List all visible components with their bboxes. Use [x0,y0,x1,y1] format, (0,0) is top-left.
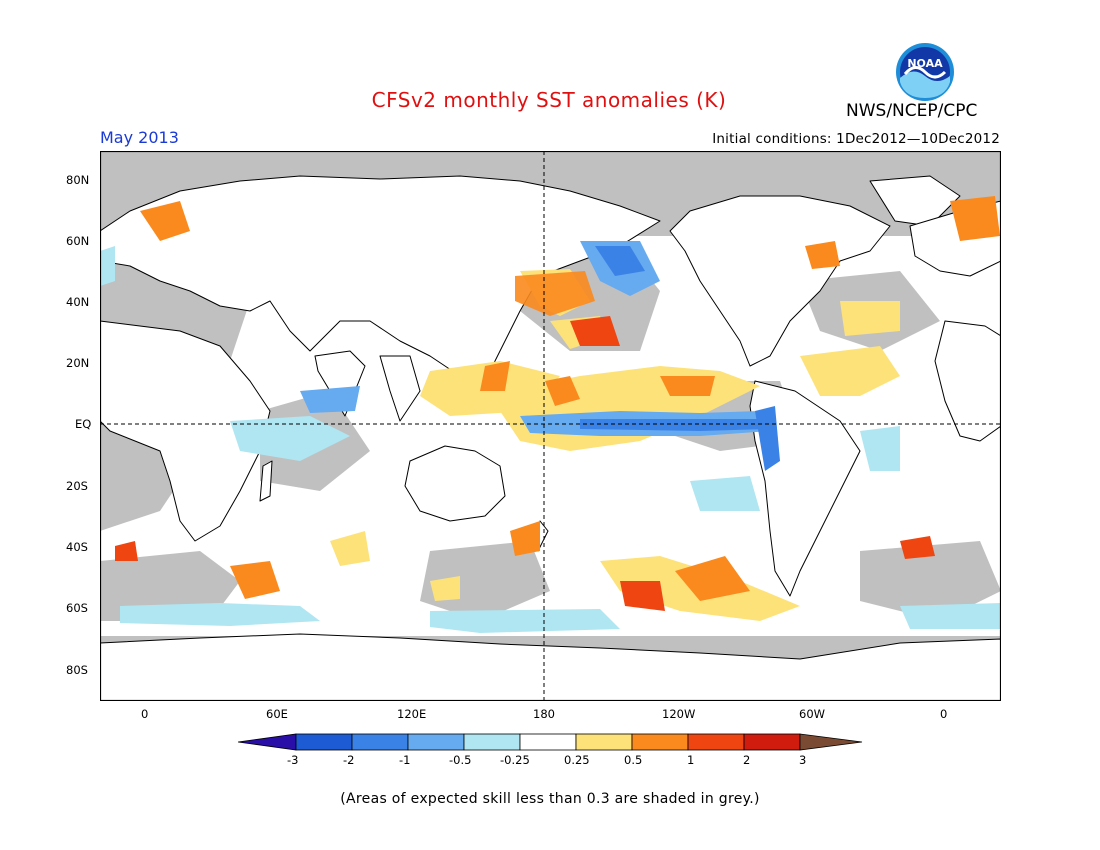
lon-label-180: 180 [533,707,555,721]
noaa-logo-text: NOAA [907,57,943,70]
colorbar-bin [407,733,465,751]
continents [100,175,1001,701]
colorbar-bin [351,733,409,751]
colorbar-upper-arrow [799,733,863,751]
forecast-month: May 2013 [100,128,179,147]
lat-label-20n: 20N [66,356,90,370]
colorbar-bin [295,733,353,751]
colorbar-bin [519,733,577,751]
colorbar-label: 0.25 [564,753,590,767]
lat-label-20s: 20S [66,479,88,493]
colorbar-label: -0.25 [500,753,530,767]
colorbar-bin [743,733,801,751]
skill-note: (Areas of expected skill less than 0.3 a… [340,791,760,807]
lat-label-40s: 40S [66,540,88,554]
colorbar [238,733,863,751]
colorbar-label: -2 [343,753,355,767]
colorbar-label: 0.5 [624,753,643,767]
lat-label-40n: 40N [66,295,90,309]
lon-label-120e: 120E [397,707,427,721]
colorbar-bin [687,733,745,751]
colorbar-label: -0.5 [449,753,472,767]
sst-anomaly-map [100,151,1001,701]
colorbar-label: -1 [399,753,411,767]
agency-label: NWS/NCEP/CPC [846,101,978,121]
colorbar-label: 1 [687,753,695,767]
positive-anomalies [115,196,1000,621]
negative-anomalies [100,241,1001,633]
lon-label-60e: 60E [266,707,288,721]
lat-label-80s: 80S [66,663,88,677]
lat-label-80n: 80N [66,173,90,187]
colorbar-bin [575,733,633,751]
colorbar-bin [463,733,521,751]
lon-label-0: 0 [141,707,149,721]
colorbar-label: 2 [743,753,751,767]
colorbar-bin [631,733,689,751]
lat-label-60n: 60N [66,234,90,248]
initial-conditions: Initial conditions: 1Dec2012—10Dec2012 [712,131,1000,147]
lon-label-120w: 120W [662,707,696,721]
lon-label-0-right: 0 [940,707,948,721]
lat-label-60s: 60S [66,601,88,615]
lat-label-eq: EQ [75,417,92,431]
colorbar-label: -3 [287,753,299,767]
colorbar-label: 3 [799,753,807,767]
colorbar-lower-arrow [238,733,297,751]
lon-label-60w: 60W [799,707,826,721]
noaa-logo: NOAA [895,42,955,102]
map-title: CFSv2 monthly SST anomalies (K) [371,88,727,112]
